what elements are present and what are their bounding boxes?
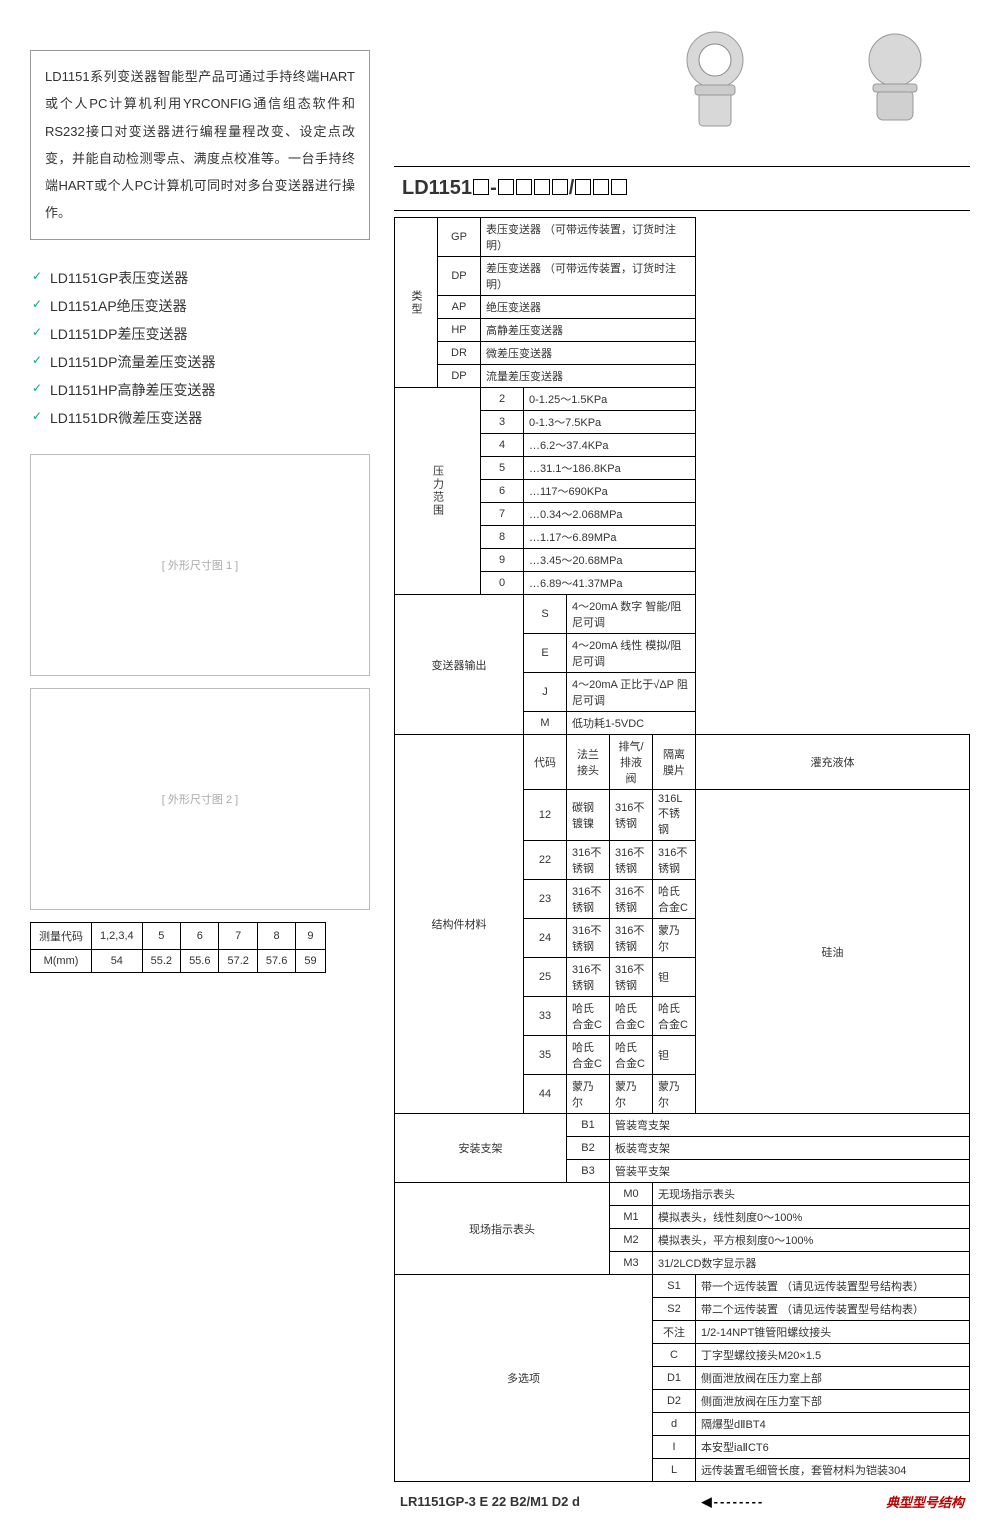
model-number-header: LD1151-/ bbox=[394, 166, 970, 211]
product-list: LD1151GP表压变送器 LD1151AP绝压变送器 LD1151DP差压变送… bbox=[30, 264, 370, 432]
section-label: 类型 bbox=[395, 218, 438, 388]
product-item: LD1151DR微差压变送器 bbox=[30, 404, 370, 432]
product-item: LD1151GP表压变送器 bbox=[30, 264, 370, 292]
example-label: 典型型号结构 bbox=[886, 1492, 964, 1511]
selection-table: 类型 GP表压变送器 （可带远传装置，订货时注明） DP差压变送器 （可带远传装… bbox=[394, 217, 970, 1482]
section-label: 变送器输出 bbox=[395, 595, 524, 735]
dimension-diagram-1: [ 外形尺寸图 1 ] bbox=[30, 454, 370, 676]
product-item: LD1151DP差压变送器 bbox=[30, 320, 370, 348]
product-item: LD1151HP高静差压变送器 bbox=[30, 376, 370, 404]
device-photo-1 bbox=[670, 20, 760, 150]
section-label: 安装支架 bbox=[395, 1114, 567, 1183]
section-label: 现场指示表头 bbox=[395, 1183, 610, 1275]
example-model: LR1151GP-3 E 22 B2/M1 D2 d bbox=[400, 1494, 580, 1509]
table-header: 测量代码 bbox=[31, 922, 92, 949]
product-item: LD1151AP绝压变送器 bbox=[30, 292, 370, 320]
table-header: M(mm) bbox=[31, 949, 92, 972]
arrow-icon: ◀-------- bbox=[702, 1494, 765, 1510]
dimension-diagram-2: [ 外形尺寸图 2 ] bbox=[30, 688, 370, 910]
measurement-table: 测量代码 1,2,3,4 5 6 7 8 9 M(mm) 54 55.2 55.… bbox=[30, 922, 326, 973]
section-label: 多选项 bbox=[395, 1275, 653, 1482]
intro-text: LD1151系列变送器智能型产品可通过手持终端HART或个人PC计算机利用YRC… bbox=[30, 50, 370, 240]
section-label: 结构件材料 bbox=[395, 735, 524, 1114]
section-label: 压力范围 bbox=[395, 388, 481, 595]
device-photo-2 bbox=[850, 20, 940, 150]
product-item: LD1151DP流量差压变送器 bbox=[30, 348, 370, 376]
